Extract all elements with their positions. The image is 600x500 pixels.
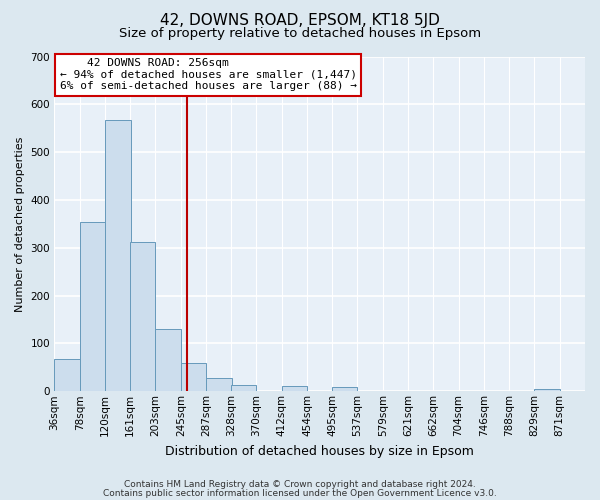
Bar <box>105 120 131 392</box>
Text: 42 DOWNS ROAD: 256sqm
← 94% of detached houses are smaller (1,447)
6% of semi-de: 42 DOWNS ROAD: 256sqm ← 94% of detached … <box>59 58 356 92</box>
Text: Contains public sector information licensed under the Open Government Licence v3: Contains public sector information licen… <box>103 488 497 498</box>
X-axis label: Distribution of detached houses by size in Epsom: Distribution of detached houses by size … <box>165 444 474 458</box>
Text: 42, DOWNS ROAD, EPSOM, KT18 5JD: 42, DOWNS ROAD, EPSOM, KT18 5JD <box>160 12 440 28</box>
Bar <box>80 222 105 392</box>
Bar <box>332 387 358 392</box>
Bar <box>55 358 80 392</box>
Bar <box>130 242 155 392</box>
Bar <box>181 362 206 392</box>
Bar <box>206 378 232 392</box>
Text: Contains HM Land Registry data © Crown copyright and database right 2024.: Contains HM Land Registry data © Crown c… <box>124 480 476 489</box>
Text: Size of property relative to detached houses in Epsom: Size of property relative to detached ho… <box>119 28 481 40</box>
Bar <box>231 384 256 392</box>
Y-axis label: Number of detached properties: Number of detached properties <box>15 136 25 312</box>
Bar <box>534 389 560 392</box>
Bar <box>282 386 307 392</box>
Bar <box>155 329 181 392</box>
